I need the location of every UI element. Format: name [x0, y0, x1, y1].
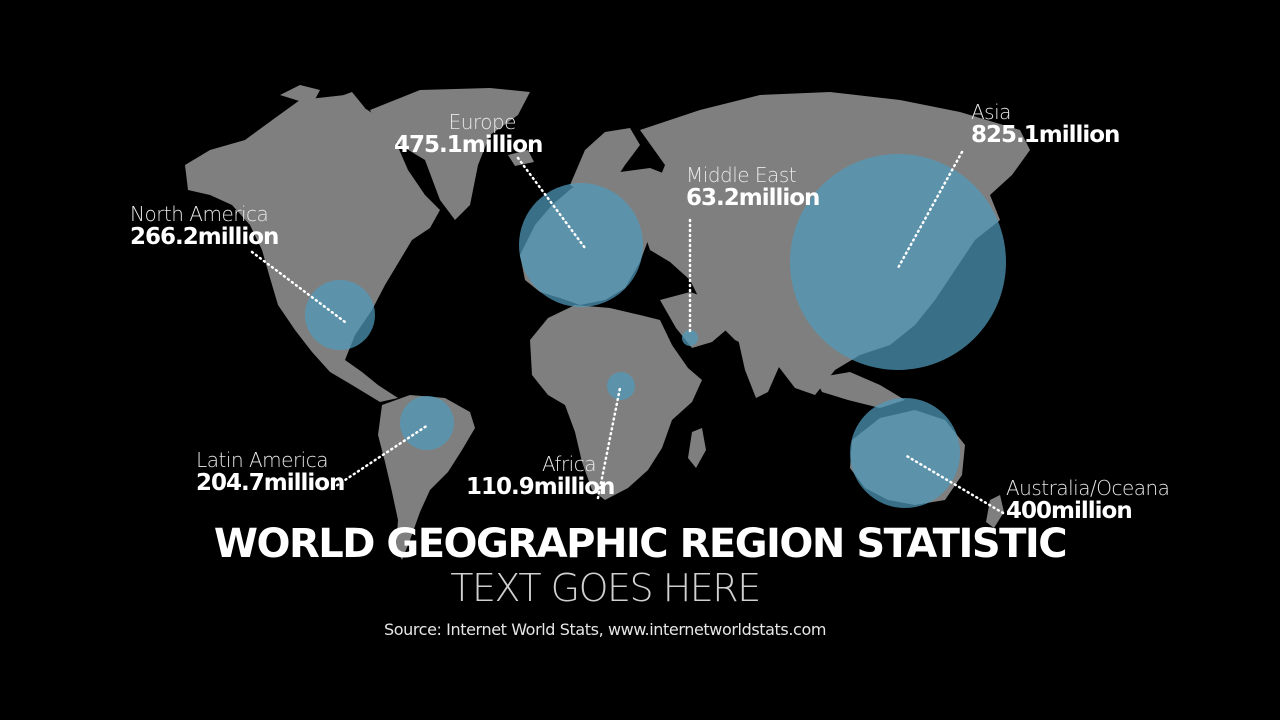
arctic-islands-landmass [280, 85, 425, 132]
leader-line-north-america [250, 250, 347, 324]
south-america-landmass [378, 395, 475, 560]
region-name: Australia/Oceana [1006, 476, 1170, 500]
north-america-landmass [185, 95, 440, 402]
region-value: 63.2million [686, 185, 820, 211]
label-asia: Asia 825.1million [971, 100, 1120, 148]
leader-lines [250, 150, 1005, 515]
region-name: Latin America [196, 448, 328, 472]
region-bubbles [305, 154, 1006, 508]
iceland-landmass [508, 150, 534, 166]
region-name: Asia [971, 100, 1011, 124]
source-note: Source: Internet World Stats, www.intern… [383, 620, 827, 639]
scandinavia-landmass [570, 128, 640, 200]
region-value: 400million [1006, 498, 1133, 524]
bubble-africa [607, 372, 635, 400]
leader-line-africa [596, 386, 622, 500]
africa-landmass [530, 305, 702, 500]
label-europe: Europe 475.1million [394, 110, 543, 158]
region-name: Africa [541, 452, 597, 476]
leader-line-asia [896, 150, 964, 270]
page-title: WORLD GEOGRAPHIC REGION STATISTIC [213, 521, 1068, 567]
region-value: 266.2million [130, 224, 279, 250]
region-value: 204.7million [196, 470, 345, 496]
india-landmass [735, 318, 790, 398]
bubble-asia [790, 154, 1006, 370]
page-subtitle: TEXT GOES HERE [450, 566, 761, 610]
new-zealand-landmass [986, 495, 1004, 528]
leader-line-australia-oceana [903, 453, 1005, 515]
label-australia-oceana: Australia/Oceana 400million [1006, 476, 1170, 524]
label-north-america: North America 266.2million [130, 202, 279, 250]
region-name: North America [130, 202, 269, 226]
region-value: 825.1million [971, 122, 1120, 148]
bubble-europe [519, 183, 643, 307]
bubble-australia-oceana [850, 398, 960, 508]
label-middle-east: Middle East 63.2million [686, 163, 820, 211]
region-value: 475.1million [394, 132, 543, 158]
madagascar-landmass [688, 428, 706, 468]
label-latin-america: Latin America 204.7million [196, 448, 345, 496]
leader-line-europe [516, 156, 587, 250]
bubble-north-america [305, 280, 375, 350]
leader-line-latin-america [331, 423, 430, 490]
bubble-latin-america [400, 396, 454, 450]
bubble-middle-east [682, 330, 698, 346]
label-africa: Africa 110.9million [466, 452, 615, 500]
region-name: Middle East [686, 163, 797, 187]
middle-east-landmass [660, 292, 732, 348]
region-name: Europe [448, 110, 517, 134]
region-value: 110.9million [466, 474, 615, 500]
southeast-asia-islands-landmass [815, 372, 905, 408]
